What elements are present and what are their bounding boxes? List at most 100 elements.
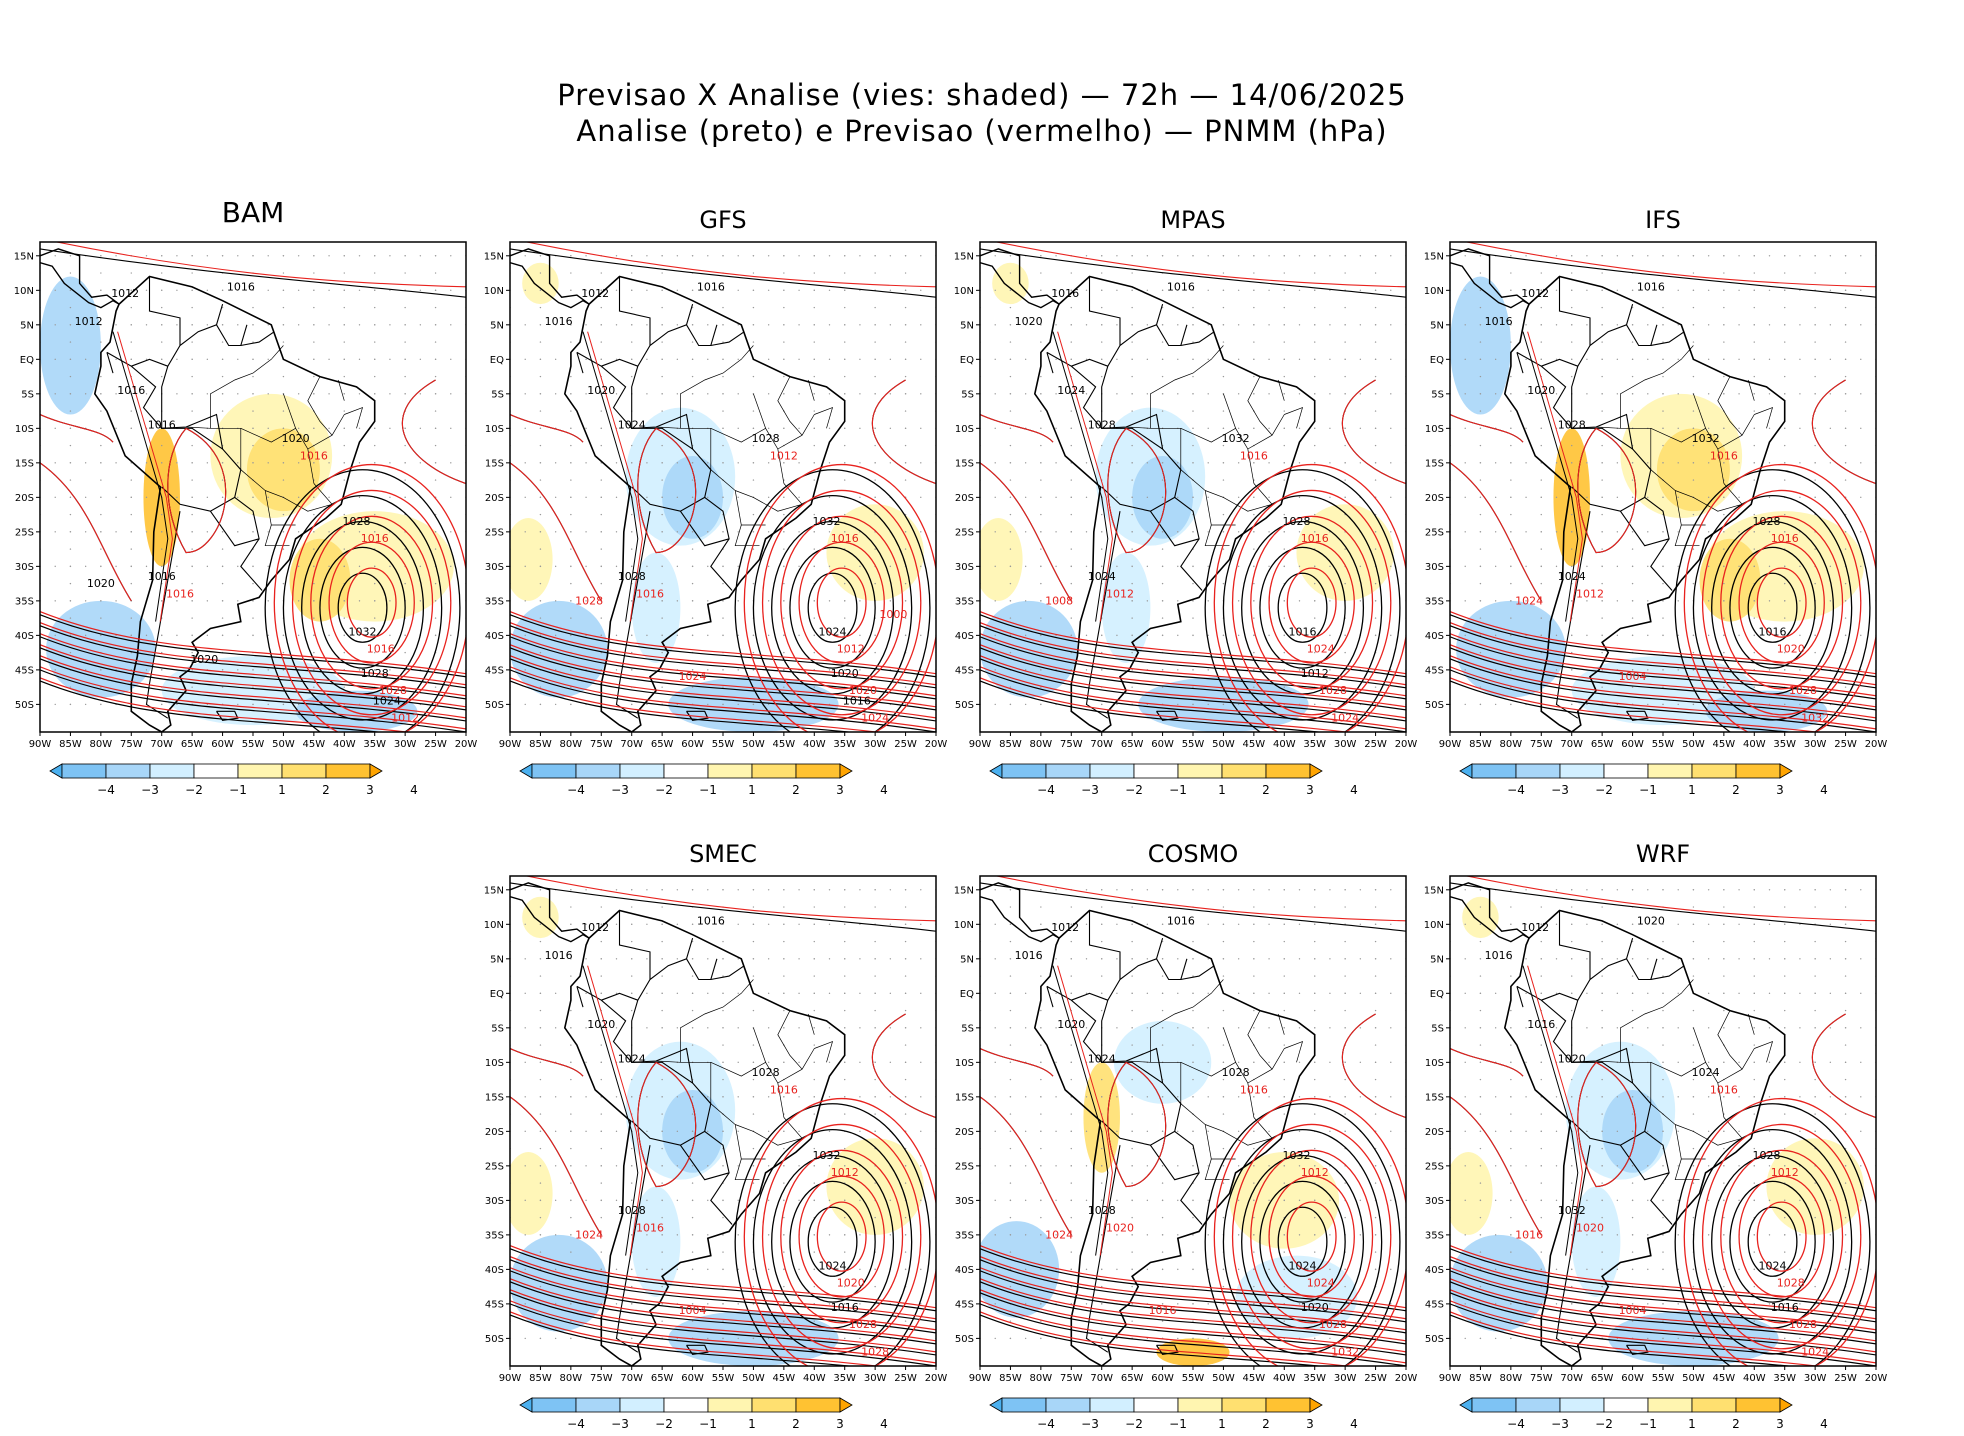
lat-tick-label: 15N [14,251,34,262]
colorbar-tick-label: 1 [748,1417,756,1431]
isobar-label-forecast: 1024 [861,712,889,725]
isobar-label-forecast: 1004 [1619,670,1647,683]
isobar-label-forecast: 1016 [831,532,859,545]
lon-tick-label: 55W [1182,739,1205,750]
lon-tick-label: 60W [1151,1373,1174,1384]
lat-tick-label: 5N [490,954,504,965]
lon-tick-label: 85W [999,739,1022,750]
isobar-label-analysis: 1032 [1222,432,1250,445]
lat-tick-label: 25S [485,1161,504,1172]
lon-tick-label: 65W [1121,1373,1144,1384]
isobar-label-analysis: 1016 [697,914,725,927]
lon-tick-label: 35W [1773,1373,1796,1384]
lon-tick-label: 65W [651,739,674,750]
coastline [510,248,846,732]
isobar-label-forecast: 1004 [679,1304,707,1317]
map-svg: 1016 1012 1016 1020 1028 1032 1028 1024 1016 1016… [1424,241,1887,750]
colorbar-tick-label: 1 [1218,783,1226,797]
lon-tick-label: 75W [1060,1373,1083,1384]
lat-tick-label: 15N [484,251,504,262]
lon-tick-label: 55W [1652,1373,1675,1384]
colorbar-arrow-left [989,1397,1003,1413]
lat-tick-label: 30S [1425,562,1444,573]
colorbar-tick-label: 4 [880,783,888,797]
lon-tick-label: 25W [894,739,917,750]
lon-tick-label: 80W [90,739,113,750]
map-panel-smec: 1016 1012 1016 1020 1024 1028 1032 1028 1024 1016… [484,875,947,1388]
isobar-label-forecast: 1020 [1576,1221,1604,1234]
map-svg: 1020 1012 1016 1016 1020 1024 1028 1032 1024 1016… [1424,875,1887,1384]
lat-tick-label: 10S [1425,1058,1444,1069]
isobar-label-analysis: 1012 [1521,287,1549,300]
lat-tick-label: 15N [1424,885,1444,896]
isobar-label-analysis: 1012 [1301,667,1329,680]
lon-tick-label: 50W [272,739,295,750]
lon-tick-label: 90W [969,1373,992,1384]
isobar-label-analysis: 1028 [1558,418,1586,431]
isobar-label-forecast: 1024 [679,670,707,683]
isobar-label-analysis: 1012 [581,287,609,300]
isobar-label-forecast: 1024 [1307,643,1335,656]
colorbar-tick-label: −3 [1081,783,1099,797]
lon-tick-label: 70W [1090,739,1113,750]
lon-tick-label: 35W [1303,739,1326,750]
isobar-label-forecast: 1028 [379,684,407,697]
colorbar-tick-label: −4 [1037,1417,1055,1431]
lat-tick-label: 25S [1425,1161,1444,1172]
lat-tick-label: 15S [955,458,974,469]
colorbar-segment [1515,763,1561,779]
lon-tick-label: 40W [1743,1373,1766,1384]
isobar-label-forecast: 1016 [636,587,664,600]
isobar-label-analysis: 1016 [1167,280,1195,293]
colorbar-segment [1471,1397,1517,1413]
lat-tick-label: 30S [485,1196,504,1207]
isobar-label-forecast: 1024 [1515,594,1543,607]
panel-title-gfs: GFS [699,206,747,234]
lon-tick-label: 65W [651,1373,674,1384]
coastline [980,248,1316,732]
map-panel-bam: 1016 1012 1012 1016 1016 1020 1028 1016 1032 1028… [14,241,477,754]
isobar-label-forecast: 1028 [1777,1277,1805,1290]
lon-tick-label: 85W [529,1373,552,1384]
colorbar-segment [1559,763,1605,779]
lat-tick-label: 20S [1425,1127,1444,1138]
isobar-label-analysis: 1016 [1527,1018,1555,1031]
colorbar-segment [1265,1397,1311,1413]
colorbar-tick-label: −4 [567,783,585,797]
colorbar-tick-label: −2 [655,783,673,797]
forecast-isobars [1450,242,1876,732]
isobar-label-analysis: 1020 [190,653,218,666]
isobar-label-analysis: 1032 [1282,1149,1310,1162]
isobar-label-analysis: 1028 [618,1204,646,1217]
lat-tick-label: 10S [1425,424,1444,435]
lat-tick-label: 50S [485,700,504,711]
isobar-label-forecast: 1016 [166,587,194,600]
isobar-label-analysis: 1016 [1289,625,1317,638]
lat-tick-label: 30S [955,1196,974,1207]
isobar-label-analysis: 1016 [1485,949,1513,962]
colorbar-segment [193,763,239,779]
lat-tick-label: 30S [955,562,974,573]
lat-tick-label: 35S [1425,596,1444,607]
colorbar-tick-label: 4 [1350,783,1358,797]
coastline [1450,882,1786,1366]
lat-tick-label: 5S [491,1023,504,1034]
lat-tick-label: 10N [954,286,974,297]
lat-tick-label: 15S [485,458,504,469]
lat-tick-label: 15S [1425,1092,1444,1103]
lon-tick-label: 75W [1060,739,1083,750]
lon-tick-label: 40W [1743,739,1766,750]
lon-tick-label: 40W [1273,1373,1296,1384]
colorbar-tick-label: 2 [792,1417,800,1431]
panel-title-mpas: MPAS [1160,206,1226,234]
lat-tick-label: 50S [15,700,34,711]
isobar-label-analysis: 1016 [1771,1301,1799,1314]
isobar-label-forecast: 1012 [831,1166,859,1179]
lon-tick-label: 50W [1212,739,1235,750]
colorbar-segment [663,763,709,779]
lon-tick-label: 60W [681,739,704,750]
isobar-label-analysis: 1012 [111,287,139,300]
colorbar-tick-label: 2 [1732,1417,1740,1431]
lon-tick-label: 45W [773,739,796,750]
isobar-label-forecast: 1028 [1789,684,1817,697]
